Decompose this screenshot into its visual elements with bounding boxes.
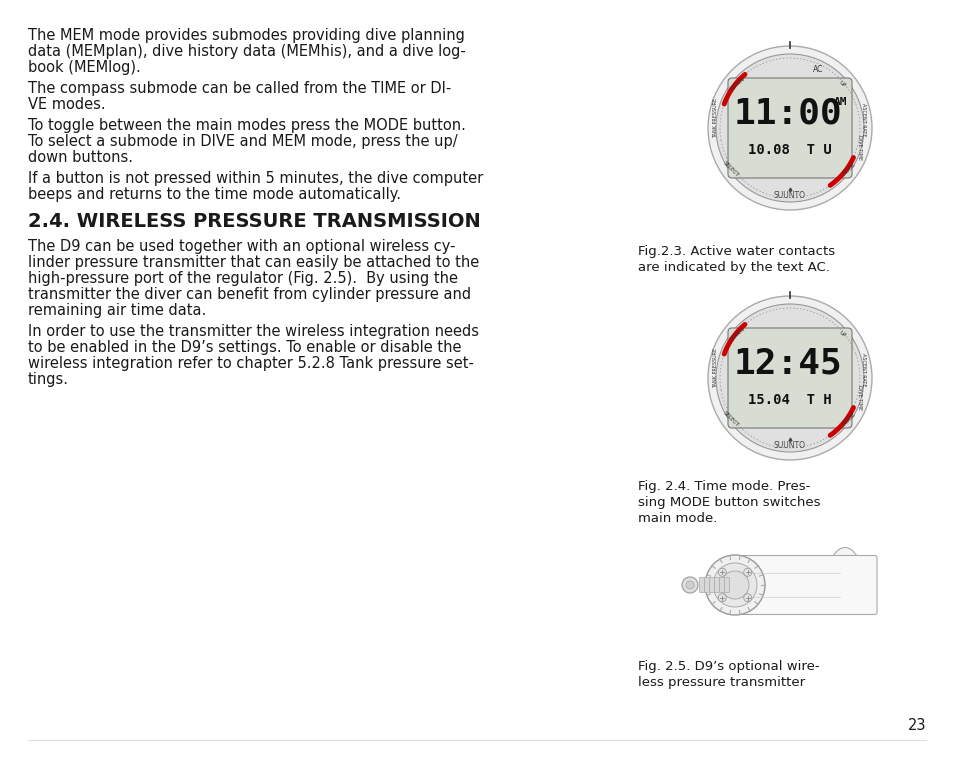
Text: To select a submode in DIVE and MEM mode, press the up/: To select a submode in DIVE and MEM mode…	[28, 134, 457, 149]
FancyBboxPatch shape	[727, 328, 851, 428]
Circle shape	[681, 577, 698, 593]
FancyBboxPatch shape	[703, 578, 709, 593]
Circle shape	[743, 569, 751, 576]
FancyBboxPatch shape	[714, 578, 719, 593]
Text: TANK PRESSURE: TANK PRESSURE	[713, 348, 718, 388]
Text: data (MEMplan), dive history data (MEMhis), and a dive log-: data (MEMplan), dive history data (MEMhi…	[28, 44, 465, 59]
Text: transmitter the diver can benefit from cylinder pressure and: transmitter the diver can benefit from c…	[28, 287, 471, 302]
Text: 23: 23	[906, 718, 925, 733]
FancyBboxPatch shape	[727, 78, 851, 178]
Text: 10.08  T U: 10.08 T U	[747, 143, 831, 157]
Text: high-pressure port of the regulator (Fig. 2.5).  By using the: high-pressure port of the regulator (Fig…	[28, 271, 457, 286]
Text: Fig.2.3. Active water contacts: Fig.2.3. Active water contacts	[638, 245, 834, 258]
FancyBboxPatch shape	[723, 578, 729, 593]
Text: MODE: MODE	[841, 412, 856, 427]
Text: tings.: tings.	[28, 372, 69, 387]
Text: ASCENT RATE: ASCENT RATE	[861, 103, 865, 137]
Text: MODE: MODE	[841, 162, 856, 177]
Text: wireless integration refer to chapter 5.2.8 Tank pressure set-: wireless integration refer to chapter 5.…	[28, 356, 474, 371]
FancyBboxPatch shape	[699, 578, 703, 593]
Circle shape	[718, 569, 725, 576]
FancyBboxPatch shape	[719, 578, 723, 593]
Text: less pressure transmitter: less pressure transmitter	[638, 676, 804, 689]
Text: The MEM mode provides submodes providing dive planning: The MEM mode provides submodes providing…	[28, 28, 464, 43]
Text: 11:00: 11:00	[733, 97, 841, 131]
Text: The D9 can be used together with an optional wireless cy-: The D9 can be used together with an opti…	[28, 239, 455, 254]
Text: 12:45: 12:45	[733, 347, 841, 381]
FancyBboxPatch shape	[709, 578, 714, 593]
Text: To toggle between the main modes press the MODE button.: To toggle between the main modes press t…	[28, 118, 465, 133]
Text: SELECT: SELECT	[721, 160, 740, 178]
Text: down buttons.: down buttons.	[28, 150, 132, 165]
Text: DIVE TIME: DIVE TIME	[857, 136, 862, 160]
Text: linder pressure transmitter that can easily be attached to the: linder pressure transmitter that can eas…	[28, 255, 478, 270]
Circle shape	[704, 555, 764, 615]
Text: DIVE TIME: DIVE TIME	[857, 385, 862, 410]
Circle shape	[743, 593, 751, 602]
Text: main mode.: main mode.	[638, 512, 717, 525]
Ellipse shape	[826, 547, 862, 612]
Text: ASCENT RATE: ASCENT RATE	[861, 354, 865, 387]
Circle shape	[685, 581, 693, 589]
Text: VE modes.: VE modes.	[28, 97, 106, 112]
FancyBboxPatch shape	[732, 556, 876, 615]
Text: If a button is not pressed within 5 minutes, the dive computer: If a button is not pressed within 5 minu…	[28, 171, 483, 186]
Text: book (MEMlog).: book (MEMlog).	[28, 60, 141, 75]
Text: Fig. 2.4. Time mode. Pres-: Fig. 2.4. Time mode. Pres-	[638, 480, 809, 493]
Text: remaining air time data.: remaining air time data.	[28, 303, 206, 318]
Text: AC: AC	[812, 66, 822, 74]
Text: SELECT: SELECT	[721, 410, 740, 428]
Text: 2.4. WIRELESS PRESSURE TRANSMISSION: 2.4. WIRELESS PRESSURE TRANSMISSION	[28, 212, 480, 231]
Text: AM: AM	[833, 97, 846, 107]
Text: to be enabled in the D9’s settings. To enable or disable the: to be enabled in the D9’s settings. To e…	[28, 340, 461, 355]
Circle shape	[716, 54, 863, 202]
Text: are indicated by the text AC.: are indicated by the text AC.	[638, 261, 829, 274]
Text: UP: UP	[837, 330, 845, 338]
Text: SUUNTO: SUUNTO	[773, 192, 805, 201]
Circle shape	[707, 46, 871, 210]
Circle shape	[712, 563, 757, 607]
Text: beeps and returns to the time mode automatically.: beeps and returns to the time mode autom…	[28, 187, 400, 202]
Circle shape	[707, 296, 871, 460]
Text: In order to use the transmitter the wireless integration needs: In order to use the transmitter the wire…	[28, 324, 478, 339]
Circle shape	[720, 571, 748, 599]
Text: sing MODE button switches: sing MODE button switches	[638, 496, 820, 509]
Text: DOWN: DOWN	[729, 76, 745, 92]
Text: SUUNTO: SUUNTO	[773, 441, 805, 450]
Text: 15.04  T H: 15.04 T H	[747, 393, 831, 407]
Text: DOWN: DOWN	[729, 326, 745, 342]
Text: Fig. 2.5. D9’s optional wire-: Fig. 2.5. D9’s optional wire-	[638, 660, 819, 673]
Text: TANK PRESSURE: TANK PRESSURE	[713, 98, 718, 138]
Text: The compass submode can be called from the TIME or DI-: The compass submode can be called from t…	[28, 81, 451, 96]
Text: UP: UP	[837, 80, 845, 89]
Circle shape	[718, 593, 725, 602]
Circle shape	[716, 304, 863, 452]
